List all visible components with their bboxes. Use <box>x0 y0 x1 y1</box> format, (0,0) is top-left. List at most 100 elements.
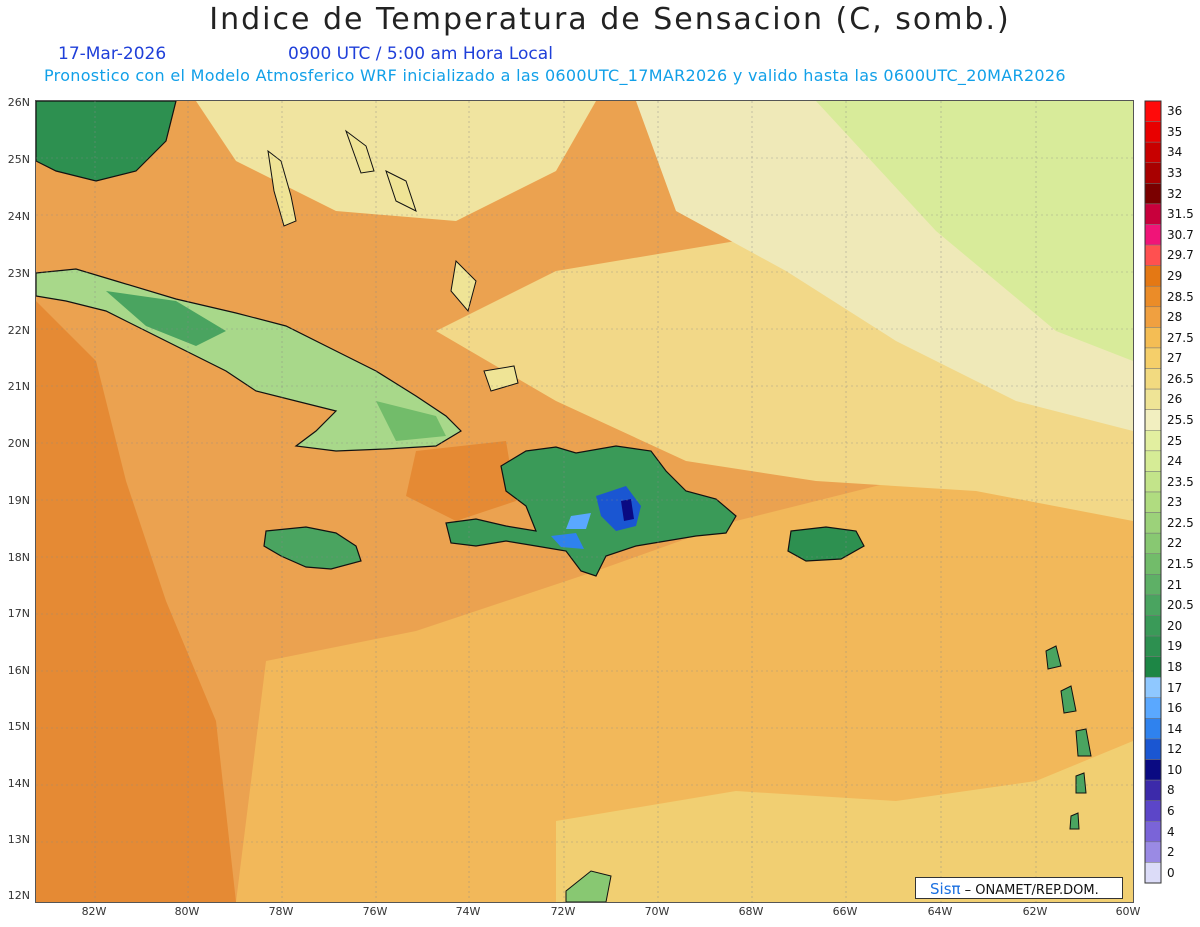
lat-label: 17N <box>7 607 30 620</box>
colorbar-label: 18 <box>1167 659 1183 674</box>
colorbar-swatch <box>1144 327 1162 349</box>
colorbar-swatch <box>1144 862 1162 884</box>
colorbar-label: 0 <box>1167 865 1175 880</box>
land-bahamas-5 <box>483 365 519 392</box>
colorbar-label: 16 <box>1167 701 1183 716</box>
land-florida <box>36 101 177 182</box>
lat-label: 21N <box>7 380 30 393</box>
colorbar-label: 36 <box>1167 104 1183 119</box>
lat-label: 24N <box>7 210 30 223</box>
colorbar-swatch <box>1144 244 1162 266</box>
land-hispaniola <box>445 445 737 577</box>
colorbar-label: 33 <box>1167 166 1183 181</box>
sispi-logo: Sisπ <box>930 880 961 898</box>
colorbar-label: 14 <box>1167 721 1183 736</box>
lat-label: 15N <box>7 720 30 733</box>
colorbar-label: 27 <box>1167 351 1183 366</box>
warm-region-gulf <box>406 441 516 521</box>
colorbar-label: 4 <box>1167 824 1175 839</box>
lat-label: 26N <box>7 96 30 109</box>
lat-label: 22N <box>7 324 30 337</box>
colorbar-swatch <box>1144 224 1162 246</box>
land-bahamas-3 <box>385 170 417 212</box>
colorbar-swatch <box>1144 388 1162 410</box>
colorbar-label: 31.5 <box>1167 207 1194 222</box>
map-title: Indice de Temperatura de Sensacion (C, s… <box>209 2 1011 37</box>
colorbar-swatch <box>1144 265 1162 287</box>
land-south-coast <box>565 870 612 902</box>
lat-label: 16N <box>7 664 30 677</box>
hispaniola-cool-core-2 <box>566 513 591 529</box>
colorbar-swatch <box>1144 430 1162 452</box>
colorbar-swatch <box>1144 491 1162 513</box>
mid-region <box>236 461 1133 902</box>
colorbar-swatch <box>1144 532 1162 554</box>
colorbar-swatch <box>1144 800 1162 822</box>
colorbar-swatch <box>1144 512 1162 534</box>
lon-label: 80W <box>174 905 200 918</box>
land-antilles-2 <box>1060 685 1077 714</box>
map-canvas <box>36 101 1133 902</box>
colorbar-swatch <box>1144 100 1162 122</box>
land-antilles-4 <box>1075 772 1087 794</box>
land-jamaica <box>263 526 362 570</box>
colorbar-label: 25 <box>1167 433 1183 448</box>
colorbar-label: 28.5 <box>1167 289 1194 304</box>
credit-text: – ONAMET/REP.DOM. <box>960 883 1099 898</box>
colorbar-label: 17 <box>1167 680 1183 695</box>
lon-label: 62W <box>1022 905 1048 918</box>
colorbar-swatch <box>1144 347 1162 369</box>
colorbar-swatch <box>1144 738 1162 760</box>
lat-label: 18N <box>7 551 30 564</box>
colorbar-label: 20.5 <box>1167 598 1194 613</box>
colorbar-swatch <box>1144 183 1162 205</box>
colorbar-label: 25.5 <box>1167 412 1194 427</box>
colorbar-label: 35 <box>1167 124 1183 139</box>
colorbar-swatch <box>1144 121 1162 143</box>
colorbar-label: 20 <box>1167 618 1183 633</box>
colorbar-label: 8 <box>1167 783 1175 798</box>
lon-label: 70W <box>644 905 670 918</box>
lon-label: 82W <box>81 905 107 918</box>
colorbar-label: 23 <box>1167 495 1183 510</box>
lon-label: 66W <box>832 905 858 918</box>
colorbar-label: 10 <box>1167 762 1183 777</box>
lon-label: 64W <box>927 905 953 918</box>
colorbar-label: 26 <box>1167 392 1183 407</box>
colorbar-label: 12 <box>1167 742 1183 757</box>
colorbar-label: 24 <box>1167 454 1183 469</box>
colorbar-swatch <box>1144 203 1162 225</box>
colorbar-label: 6 <box>1167 803 1175 818</box>
credit-box: Sisπ – ONAMET/REP.DOM. <box>915 877 1123 899</box>
lon-grid <box>94 101 1037 902</box>
lat-label: 20N <box>7 437 30 450</box>
colorbar-label: 19 <box>1167 639 1183 654</box>
lon-label: 68W <box>738 905 764 918</box>
lon-label: 74W <box>455 905 481 918</box>
colorbar-swatch <box>1144 450 1162 472</box>
colorbar-swatch <box>1144 409 1162 431</box>
colorbar-swatch <box>1144 574 1162 596</box>
land-antilles-1 <box>1045 645 1062 670</box>
colorbar-swatch <box>1144 553 1162 575</box>
lon-label: 76W <box>362 905 388 918</box>
colorbar-label: 32 <box>1167 186 1183 201</box>
warm-region-west <box>36 301 236 902</box>
cuba-highlands-west <box>106 291 226 346</box>
colorbar-label: 28 <box>1167 310 1183 325</box>
colorbar-frame <box>1144 100 1162 884</box>
colorbar-swatch <box>1144 615 1162 637</box>
colorbar-swatch <box>1144 368 1162 390</box>
colorbar-label: 22 <box>1167 536 1183 551</box>
forecast-date: 17-Mar-2026 <box>58 44 167 64</box>
colorbar-label: 34 <box>1167 145 1183 160</box>
lat-label: 13N <box>7 833 30 846</box>
lightgreen-region-ne <box>816 101 1133 361</box>
colorbar-swatch <box>1144 759 1162 781</box>
lat-label: 12N <box>7 889 30 902</box>
colorbar-swatch <box>1144 285 1162 308</box>
colorbar-swatch <box>1144 594 1162 616</box>
land-antilles-3 <box>1075 728 1092 757</box>
pale-region-south <box>556 741 1133 902</box>
colorbar-swatch <box>1144 697 1162 719</box>
